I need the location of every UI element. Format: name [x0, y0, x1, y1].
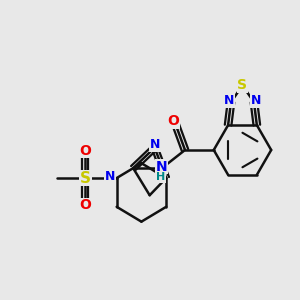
- Text: N: N: [224, 94, 235, 107]
- Text: N: N: [156, 160, 168, 173]
- Text: O: O: [167, 114, 179, 128]
- Text: H: H: [156, 172, 166, 182]
- Text: O: O: [79, 199, 91, 212]
- Text: O: O: [79, 144, 91, 158]
- Text: N: N: [149, 138, 160, 151]
- Text: N: N: [250, 94, 261, 107]
- Text: S: S: [80, 171, 91, 186]
- Text: S: S: [238, 79, 248, 92]
- Text: N: N: [105, 170, 115, 183]
